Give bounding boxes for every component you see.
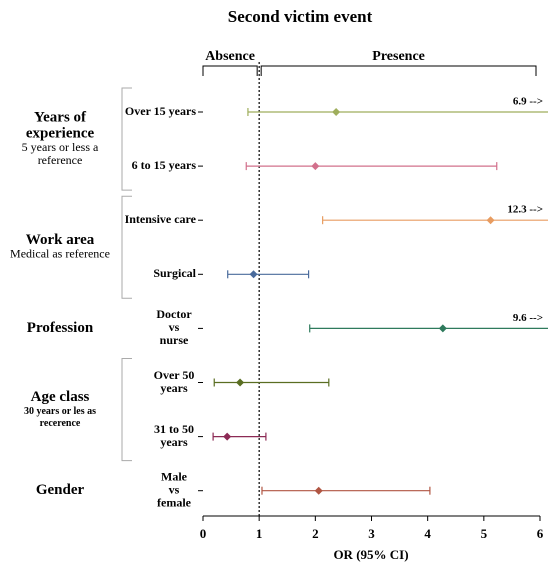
region-label: Presence	[372, 49, 425, 64]
row-label: vs	[169, 320, 180, 334]
x-tick-label: 1	[256, 526, 263, 541]
row-label: years	[160, 381, 188, 395]
point-estimate	[438, 324, 447, 333]
x-tick-label: 0	[200, 526, 207, 541]
region-bracket	[260, 65, 537, 76]
row-label: 31 to 50	[154, 422, 194, 436]
group-name: Age class	[31, 389, 90, 405]
x-tick-label: 2	[312, 526, 319, 541]
row-label: Doctor	[156, 307, 192, 321]
region-label: Absence	[205, 49, 255, 64]
group-bracket	[121, 358, 132, 462]
x-tick-label: 5	[481, 526, 488, 541]
upper-ci-label: 9.6 -->	[513, 312, 543, 324]
row-label: years	[160, 435, 188, 449]
point-estimate	[223, 432, 232, 441]
point-estimate	[249, 270, 258, 279]
plot-area	[212, 108, 548, 495]
row-label: Intensive care	[125, 212, 197, 226]
group-note: recerence	[40, 418, 81, 429]
point-estimate	[486, 216, 495, 225]
group-note: Medical as reference	[10, 247, 110, 261]
row-label: Over 50	[154, 368, 195, 382]
point-estimate	[236, 378, 245, 387]
x-axis-label: OR (95% CI)	[333, 547, 408, 562]
region-bracket	[202, 65, 258, 76]
group-bracket	[121, 195, 132, 299]
group-name: Gender	[36, 482, 85, 498]
upper-ci-label: 6.9 -->	[513, 96, 543, 108]
row-label: nurse	[160, 333, 189, 347]
point-estimate	[332, 108, 341, 116]
x-tick-label: 3	[368, 526, 375, 541]
group-name: Years of	[34, 109, 87, 125]
row-label: vs	[169, 482, 180, 496]
group-name: experience	[26, 125, 95, 141]
row-label: Surgical	[153, 266, 196, 280]
point-estimate	[311, 162, 320, 171]
x-tick-label: 6	[537, 526, 544, 541]
row-label: Male	[161, 469, 188, 483]
group-name: Profession	[27, 320, 94, 336]
chart-title: Second victim event	[228, 7, 373, 26]
upper-ci-label: 12.3 -->	[507, 204, 543, 216]
x-tick-label: 4	[424, 526, 431, 541]
group-note: reference	[38, 153, 83, 167]
point-estimate	[314, 486, 323, 495]
group-bracket	[121, 87, 132, 191]
group-note: 30 years or les as	[24, 406, 96, 417]
row-label: Over 15 years	[125, 104, 196, 118]
group-name: Work area	[26, 232, 95, 248]
group-note: 5 years or less a	[22, 140, 99, 154]
row-label: female	[157, 495, 192, 509]
row-label: 6 to 15 years	[132, 158, 197, 172]
